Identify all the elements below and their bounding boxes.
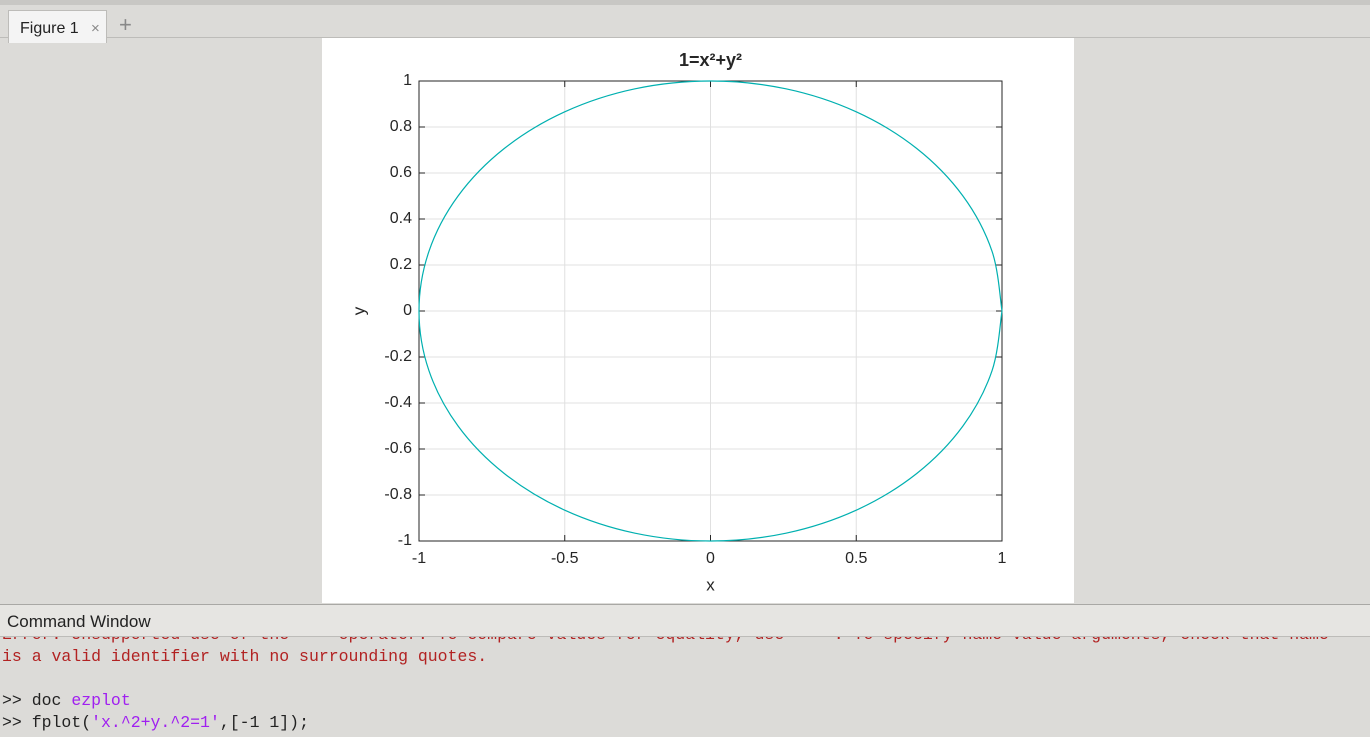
y-tick-label: 0 (403, 302, 412, 319)
figure: -1 -0.5 0 0.5 1 -1 -0.8 -0.6 -0.4 -0.2 0 0.2 0.4 0.6 0… (322, 38, 1074, 603)
command-window[interactable]: Error: Unsupported use of the '=' operat… (0, 637, 1370, 737)
tab-label: Figure 1 (20, 20, 79, 37)
x-tick-label: 0.5 (845, 550, 867, 567)
y-tick-label: 0.8 (390, 118, 412, 135)
x-tick-label: 0 (706, 550, 715, 567)
y-axis-label: y (349, 306, 368, 315)
command-line: is a valid identifier with no surroundin… (2, 646, 487, 668)
code-segment: ezplot (71, 691, 131, 710)
x-tick-label: -1 (412, 550, 426, 567)
figure-background (322, 38, 1074, 603)
code-segment: ,[-1 1]); (219, 713, 309, 732)
code-segment: >> fplot( (2, 713, 92, 732)
command-line: Error: Unsupported use of the '=' operat… (2, 637, 1329, 646)
y-tick-label: -0.8 (384, 486, 412, 503)
add-tab[interactable]: + (119, 12, 132, 37)
y-tick-label: 1 (403, 72, 412, 89)
code-segment: 'x.^2+y.^2=1' (91, 713, 220, 732)
y-tick-label: -0.6 (384, 440, 412, 457)
code-segment: is a valid identifier with no surroundin… (2, 647, 488, 666)
tab-close[interactable]: × (91, 20, 100, 37)
y-tick-label: -1 (398, 532, 412, 549)
command-window-header: Command Window (0, 604, 1370, 637)
y-tick-label: 0.2 (390, 256, 412, 273)
y-tick-label: -0.2 (384, 348, 412, 365)
x-tick-label: -0.5 (551, 550, 579, 567)
data-line (418, 80, 1003, 542)
code-segment: Error: Unsupported use of the '=' operat… (2, 637, 1329, 644)
x-axis-label: x (706, 575, 715, 594)
chart-title: 1=x²+y² (679, 50, 742, 70)
y-tick-label: 0.6 (390, 164, 412, 181)
panel-title: Command Window (7, 612, 151, 631)
command-line: >> fplot('x.^2+y.^2=1',[-1 1]); (2, 712, 309, 734)
y-tick-label: -0.4 (384, 394, 412, 411)
x-tick-label: 1 (998, 550, 1007, 567)
y-tick-label: 0.4 (390, 210, 412, 227)
figure-tab[interactable]: Figure 1 × (8, 10, 107, 43)
code-segment: >> doc (2, 691, 72, 710)
command-line: >> doc ezplot (2, 690, 131, 712)
tab-bar: Figure 1 × + (0, 0, 1370, 43)
